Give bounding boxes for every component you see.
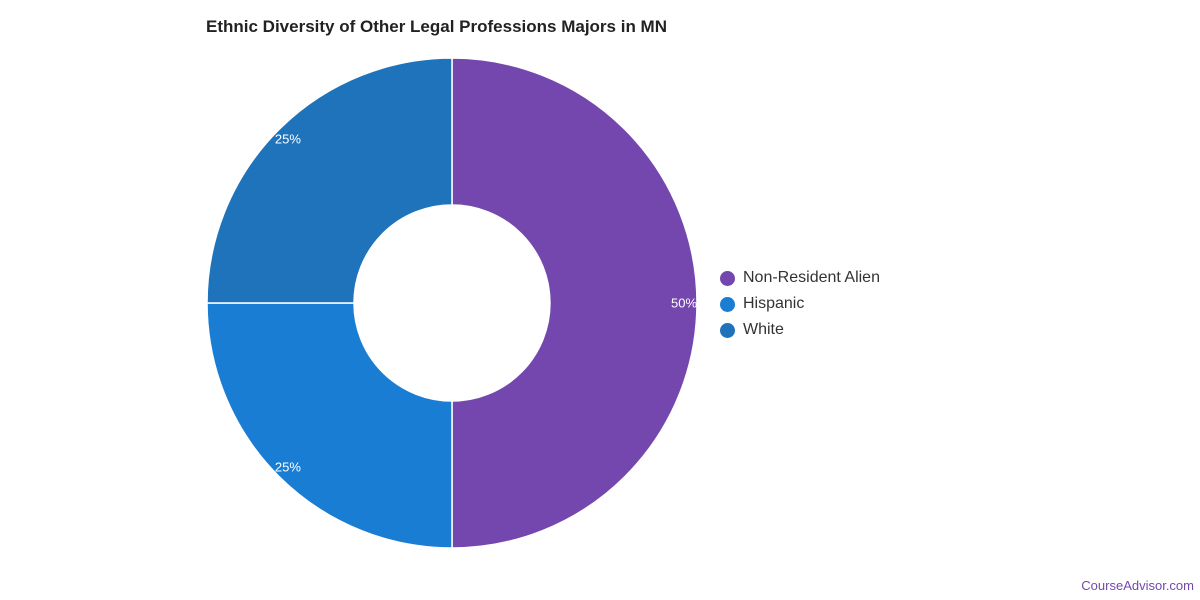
chart-title: Ethnic Diversity of Other Legal Professi…	[206, 17, 667, 36]
legend-swatch-non-resident-alien	[720, 270, 735, 286]
source-credit[interactable]: CourseAdvisor.com	[1081, 578, 1194, 593]
legend-item-hispanic[interactable]: Hispanic	[720, 291, 880, 317]
slice-non-resident-alien[interactable]	[451, 57, 698, 549]
legend-item-non-resident-alien[interactable]: Non-Resident Alien	[720, 265, 880, 291]
legend-swatch-white	[720, 322, 735, 338]
legend-swatch-hispanic	[720, 296, 735, 312]
legend-item-white[interactable]: White	[720, 317, 880, 343]
slice-white[interactable]	[206, 57, 453, 304]
slice-hispanic[interactable]	[206, 302, 453, 549]
slice-label-non-resident-alien: 50%	[671, 296, 697, 311]
chart-legend: Non-Resident Alien Hispanic White	[720, 265, 880, 343]
slice-label-hispanic: 25%	[275, 460, 301, 475]
slice-label-white: 25%	[275, 131, 301, 146]
legend-label: Hispanic	[743, 295, 805, 312]
legend-label: Non-Resident Alien	[743, 269, 880, 286]
slice-labels: 50% 25% 25%	[275, 131, 698, 474]
donut-slices	[206, 57, 698, 549]
legend-label: White	[743, 321, 784, 338]
